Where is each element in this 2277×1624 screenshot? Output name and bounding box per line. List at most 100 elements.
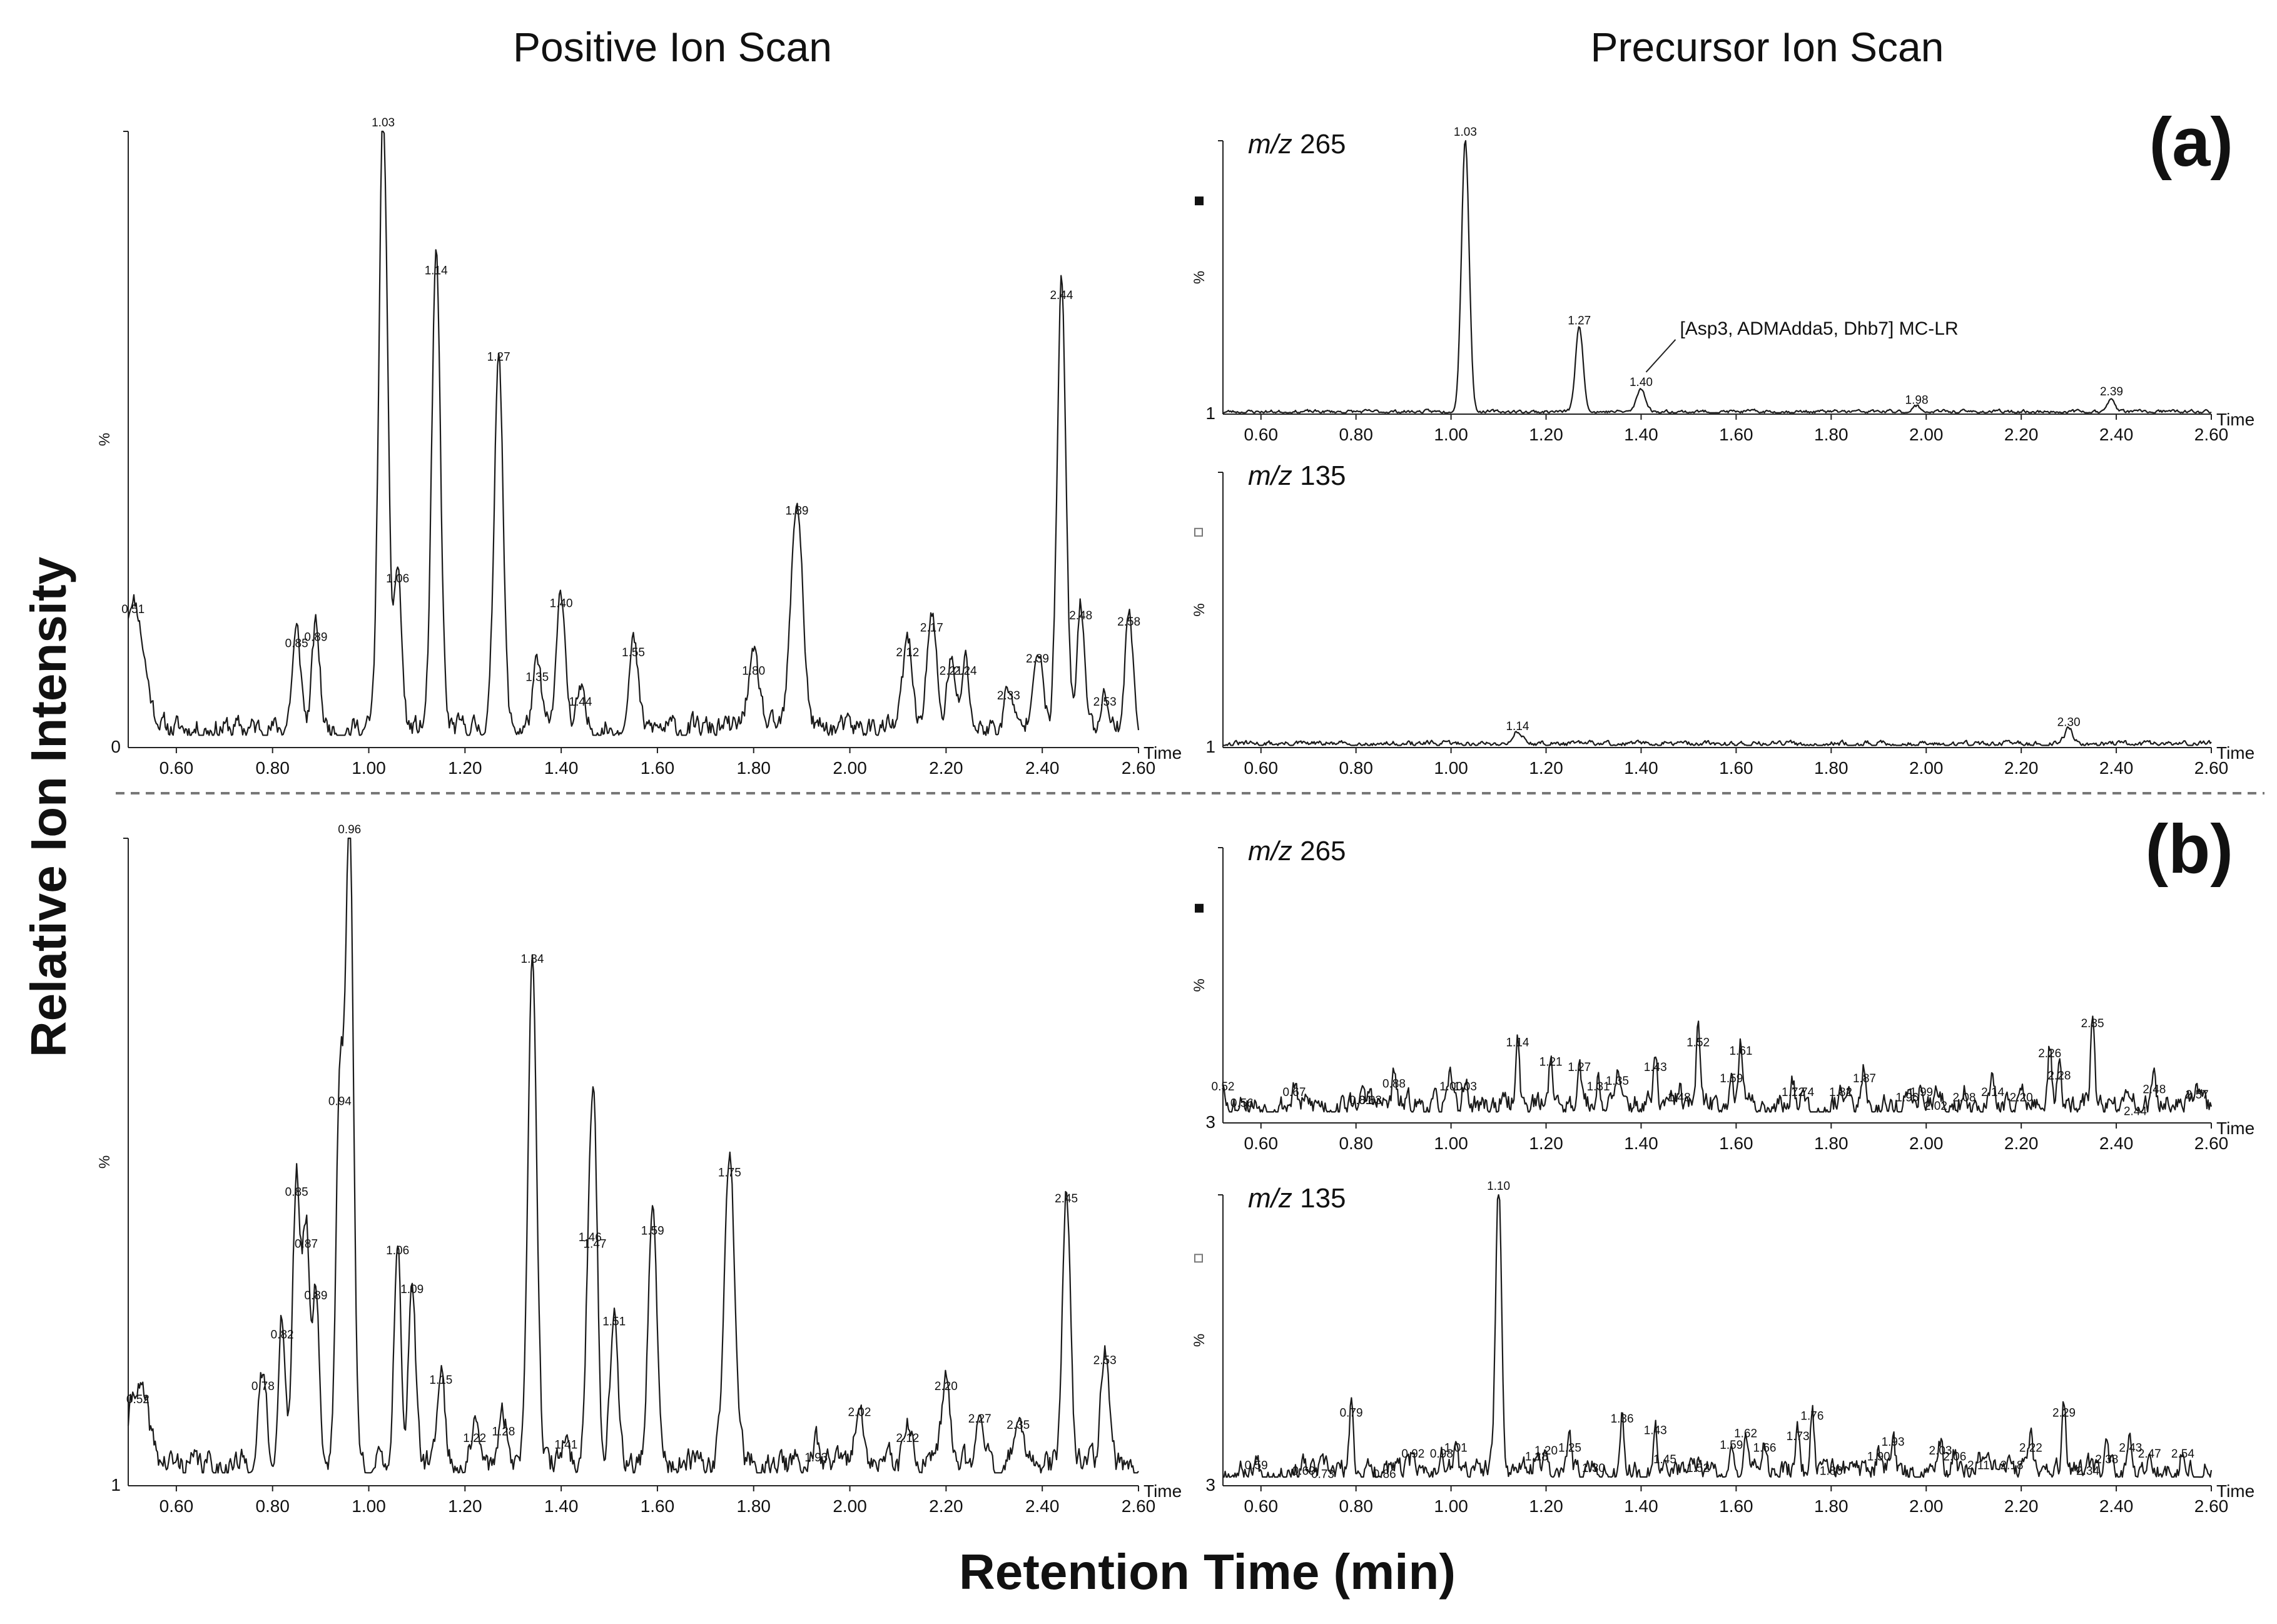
chart-a-135: 0.60 0.80 1.00 1.20 1.40 1.60 1.80 2.00 2.20 2.40… <box>1191 460 2254 778</box>
peak-label: 1.46 <box>579 1231 602 1244</box>
baseline-value: 1 <box>1205 403 1215 423</box>
peak-label: 1.06 <box>386 1244 409 1257</box>
peak-label: 2.38 <box>2095 1453 2118 1466</box>
baseline-value: 1 <box>1205 737 1215 756</box>
x-tick-label: 2.40 <box>2099 758 2134 778</box>
peak-label: 2.43 <box>2119 1442 2142 1455</box>
baseline-value: 3 <box>1205 1475 1215 1495</box>
x-tick-label: 0.80 <box>1339 1134 1373 1153</box>
peak-label: 1.31 <box>1587 1080 1610 1094</box>
peak-label: 1.59 <box>1720 1072 1743 1085</box>
peak-label: 1.76 <box>1800 1409 1823 1423</box>
peak-label: 0.83 <box>1359 1094 1382 1107</box>
x-tick-label: 1.80 <box>1814 1496 1848 1516</box>
peak-label: 2.47 <box>2138 1448 2161 1461</box>
y-axis-percent-label: % <box>1191 603 1208 616</box>
x-tick-label: 1.80 <box>737 758 771 778</box>
peak-label: 1.27 <box>1568 1061 1591 1074</box>
peak-label: 2.11 <box>1967 1459 1990 1472</box>
x-tick-label: 2.40 <box>1025 1496 1060 1516</box>
x-tick-label: 1.00 <box>1434 758 1468 778</box>
right-column-title: Precursor Ion Scan <box>1591 24 1944 70</box>
x-tick-label: 1.60 <box>1719 758 1753 778</box>
peak-label: 1.27 <box>1568 315 1591 328</box>
x-tick-label: 2.00 <box>1909 758 1944 778</box>
peak-label: 0.59 <box>1245 1459 1268 1472</box>
peak-label: 2.30 <box>2057 716 2081 729</box>
x-tick-label: 1.40 <box>1624 1134 1658 1153</box>
peak-label: 2.53 <box>1093 696 1117 709</box>
peak-label: 1.93 <box>1882 1436 1905 1449</box>
annotation-text: [Asp3, ADMAdda5, Dhb7] MC-LR <box>1680 318 1958 339</box>
peak-label: 0.85 <box>285 637 308 650</box>
y-axis-percent-label: % <box>1191 271 1208 284</box>
peak-label: 0.52 <box>126 1393 150 1406</box>
peak-label: 1.44 <box>569 696 592 709</box>
peak-label: 2.21 <box>940 665 963 678</box>
x-tick-label: 2.00 <box>833 758 867 778</box>
x-tick-label: 1.40 <box>544 758 579 778</box>
baseline-value: 3 <box>1205 1112 1215 1132</box>
chart-area: 0.60 0.80 1.00 1.20 1.40 1.60 1.80 2.00 2.20 2.40… <box>96 116 2254 1516</box>
peak-label: 2.45 <box>1055 1192 1078 1205</box>
x-tick-label: 2.00 <box>1909 425 1944 444</box>
trace-marker-open <box>1194 1254 1203 1263</box>
peak-label: 2.02 <box>1924 1100 1947 1113</box>
peak-label: 1.51 <box>602 1316 626 1329</box>
baseline-value: 0 <box>111 737 121 756</box>
peak-label: 1.40 <box>550 597 573 610</box>
x-tick-label: 1.40 <box>1624 1496 1658 1516</box>
y-axis-percent-label: % <box>96 433 113 446</box>
peak-label: 2.12 <box>896 646 919 659</box>
peak-label: 1.03 <box>1454 1080 1477 1094</box>
peak-label: 0.85 <box>285 1186 308 1199</box>
trace-marker-filled <box>1195 903 1204 913</box>
peak-label: 2.39 <box>1026 652 1049 666</box>
x-tick-label: 2.60 <box>1122 758 1156 778</box>
x-tick-label: 2.40 <box>2099 1134 2134 1153</box>
trace-label-mass: 135 <box>1292 460 1346 491</box>
peak-label: 0.98 <box>1430 1448 1453 1461</box>
peak-label: 1.62 <box>1734 1427 1757 1440</box>
peak-label: 1.14 <box>1506 720 1529 733</box>
chromatogram-trace <box>1223 726 2212 746</box>
peak-label: 2.17 <box>920 622 943 635</box>
peak-label: 1.73 <box>1787 1430 1810 1443</box>
x-tick-label: 2.20 <box>929 758 963 778</box>
peak-label: 1.36 <box>1611 1413 1634 1426</box>
peak-label: 2.06 <box>1943 1450 1966 1463</box>
trace-label-mz: m/z <box>1248 129 1292 160</box>
peak-label: 1.61 <box>1729 1045 1752 1058</box>
peak-label: 0.82 <box>271 1328 294 1341</box>
peak-label: 1.03 <box>372 116 395 129</box>
x-tick-label: 0.60 <box>160 758 194 778</box>
peak-label: 1.59 <box>1720 1439 1743 1452</box>
peak-label: 1.34 <box>521 953 544 966</box>
chart-a-265: 0.60 0.80 1.00 1.20 1.40 1.60 1.80 2.00 2.20 2.40… <box>1191 126 2254 444</box>
x-tick-label: 1.80 <box>1814 758 1848 778</box>
x-tick-label: 2.20 <box>929 1496 963 1516</box>
x-tick-label: 1.60 <box>1719 1134 1753 1153</box>
peak-label: 2.08 <box>1953 1092 1976 1105</box>
x-tick-label: 2.40 <box>2099 1496 2134 1516</box>
time-axis-label: Time <box>2216 1481 2254 1501</box>
peak-label: 1.06 <box>386 572 409 586</box>
chart-b-135: 0.60 0.80 1.00 1.20 1.40 1.60 1.80 2.00 2.20 2.40… <box>1191 1180 2254 1516</box>
x-tick-label: 2.60 <box>1122 1496 1156 1516</box>
peak-label: 1.35 <box>1606 1075 1629 1088</box>
peak-label: 2.27 <box>968 1413 991 1426</box>
x-tick-label: 1.40 <box>1624 425 1658 444</box>
panel-b-label: (b) <box>2146 811 2233 888</box>
x-tick-label: 1.80 <box>737 1496 771 1516</box>
annotation-leader <box>1645 339 1676 373</box>
trace-label-mass: 135 <box>1292 1183 1346 1214</box>
x-tick-label: 1.00 <box>1434 1496 1468 1516</box>
peak-label: 2.14 <box>1981 1086 2004 1099</box>
y-axis-percent-label: % <box>96 1155 113 1169</box>
peak-label: 2.26 <box>2038 1047 2061 1060</box>
peak-label: 2.39 <box>2100 385 2123 398</box>
x-tick-label: 2.20 <box>2004 1496 2039 1516</box>
x-tick-label: 2.20 <box>2004 425 2039 444</box>
peak-label: 1.75 <box>718 1167 741 1180</box>
peak-label: 1.45 <box>1653 1453 1676 1466</box>
